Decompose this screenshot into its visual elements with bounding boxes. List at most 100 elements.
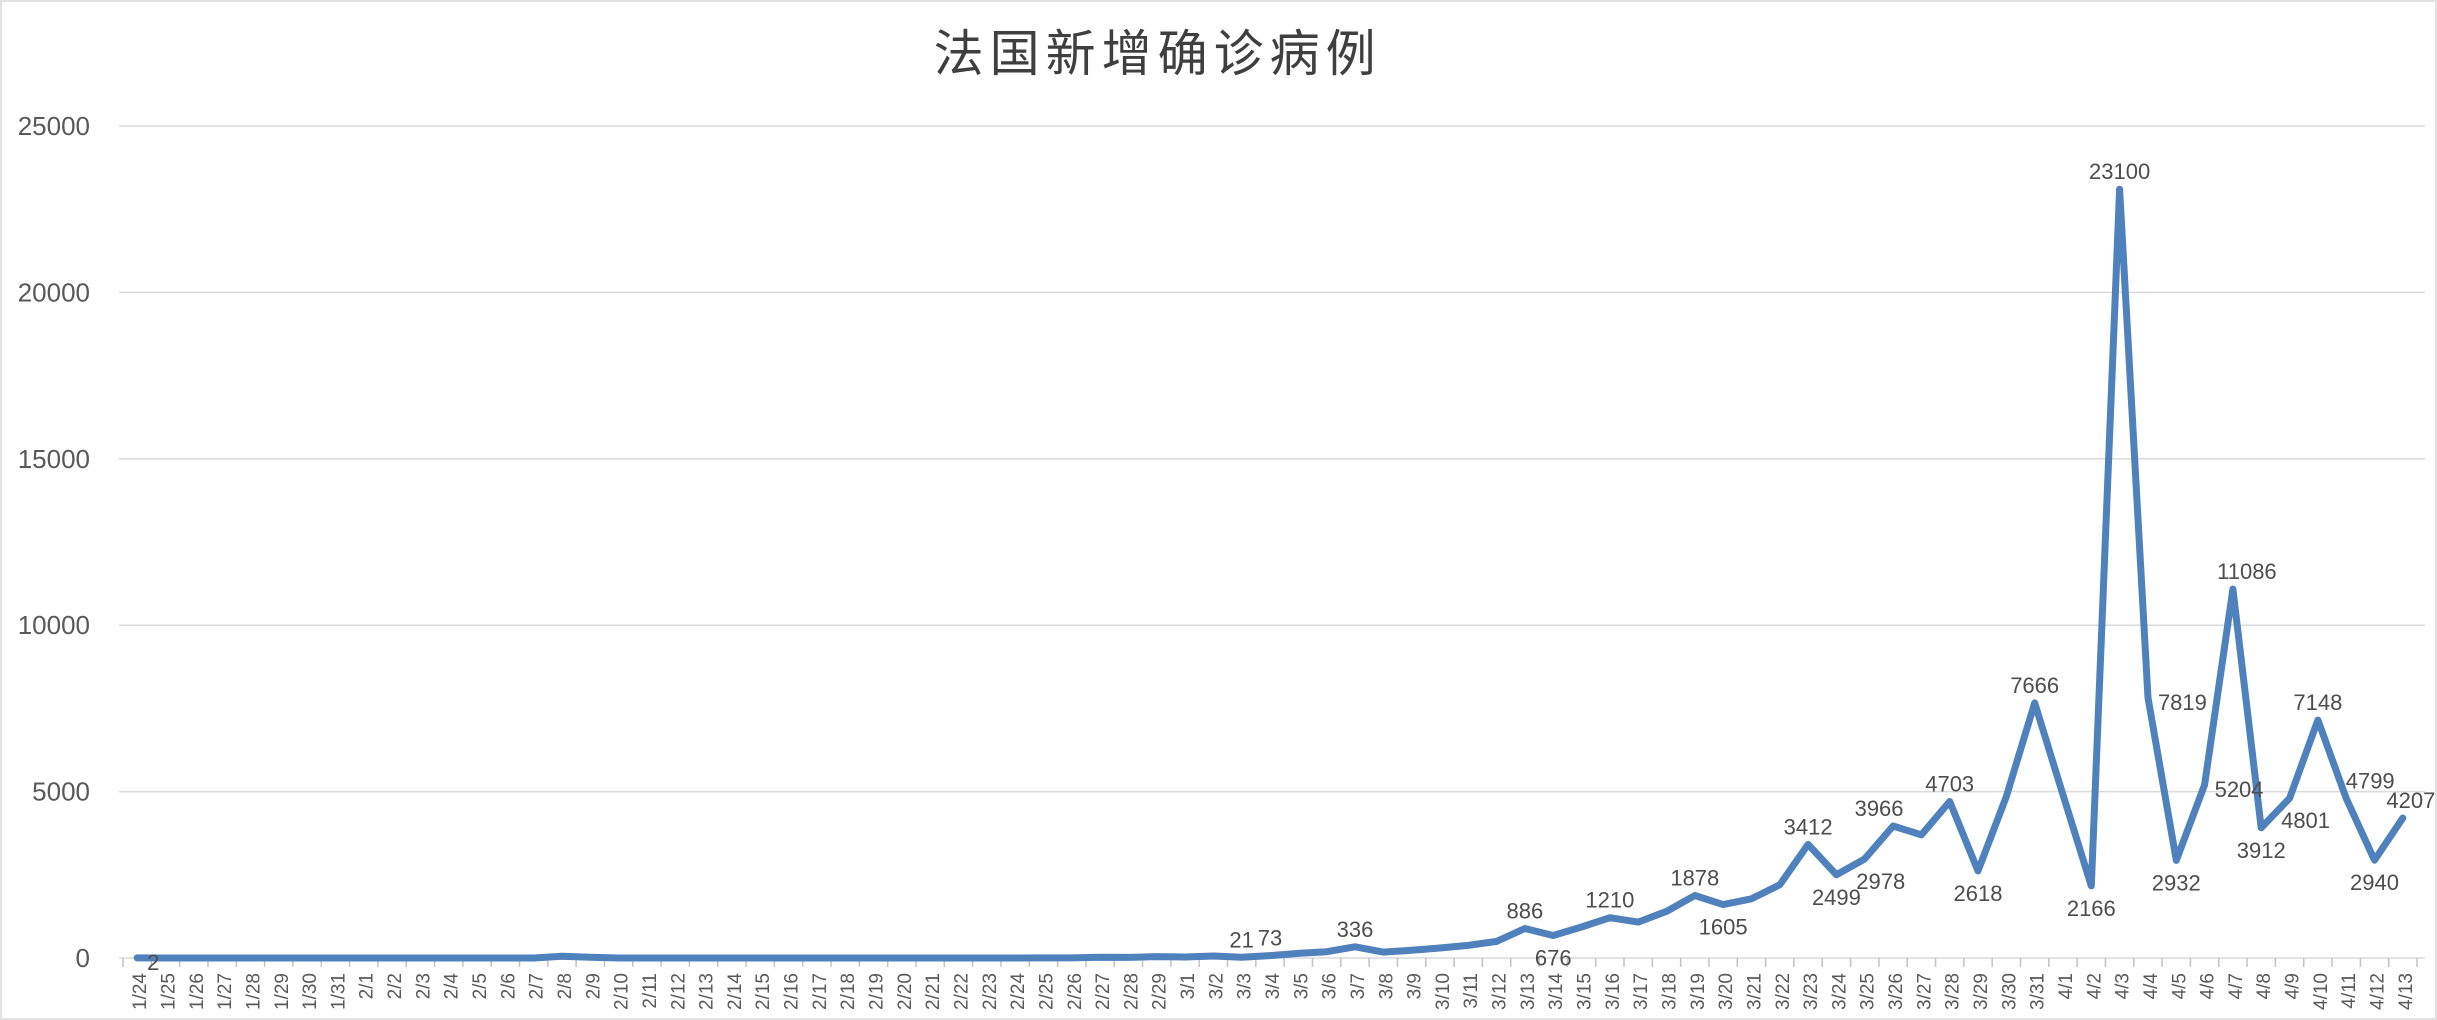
x-axis-label: 2/10 bbox=[612, 973, 633, 1010]
data-label: 2940 bbox=[2350, 870, 2399, 895]
x-axis-label: 4/9 bbox=[2283, 973, 2304, 999]
x-axis-label: 2/22 bbox=[951, 973, 972, 1010]
data-label: 4801 bbox=[2281, 808, 2330, 833]
x-axis-label: 4/3 bbox=[2113, 973, 2134, 999]
x-axis-label: 4/6 bbox=[2198, 973, 2219, 999]
x-axis-label: 3/12 bbox=[1490, 973, 1511, 1010]
x-axis-label: 2/18 bbox=[838, 973, 859, 1010]
x-axis-label: 2/2 bbox=[385, 973, 406, 999]
data-label: 1878 bbox=[1670, 866, 1719, 891]
x-axis-label: 3/3 bbox=[1235, 973, 1256, 999]
x-axis-label: 2/5 bbox=[470, 973, 491, 999]
x-axis-label: 3/20 bbox=[1716, 973, 1737, 1010]
x-axis-label: 3/13 bbox=[1518, 973, 1539, 1010]
x-axis-label: 3/16 bbox=[1603, 973, 1624, 1010]
data-label: 2166 bbox=[2067, 896, 2116, 921]
x-axis-label: 3/21 bbox=[1744, 973, 1765, 1010]
x-axis-label: 2/27 bbox=[1093, 973, 1114, 1010]
data-label: 2932 bbox=[2152, 870, 2201, 895]
data-label: 3412 bbox=[1784, 814, 1833, 839]
data-label: 2618 bbox=[1954, 881, 2003, 906]
x-axis-label: 3/17 bbox=[1631, 973, 1652, 1010]
x-axis-label: 2/7 bbox=[527, 973, 548, 999]
x-axis-label: 3/27 bbox=[1914, 973, 1935, 1010]
x-axis-label: 2/21 bbox=[923, 973, 944, 1010]
x-axis-label: 2/19 bbox=[867, 973, 888, 1010]
x-axis-label: 2/3 bbox=[413, 973, 434, 999]
x-axis-label: 1/31 bbox=[328, 973, 349, 1010]
data-label: 73 bbox=[1258, 926, 1282, 951]
x-axis-label: 4/7 bbox=[2226, 973, 2247, 999]
data-label: 7148 bbox=[2293, 690, 2342, 715]
data-label: 5204 bbox=[2215, 777, 2264, 802]
x-axis-label: 3/11 bbox=[1461, 973, 1482, 1009]
x-axis-label: 1/27 bbox=[215, 973, 236, 1010]
data-series-line bbox=[133, 185, 2407, 962]
x-axis-label: 3/10 bbox=[1433, 973, 1454, 1010]
y-axis-label: 10000 bbox=[18, 610, 90, 640]
y-axis-label: 20000 bbox=[18, 277, 90, 307]
x-axis-label: 2/8 bbox=[555, 973, 576, 999]
y-axis-label: 15000 bbox=[18, 444, 90, 474]
x-axis-label: 3/6 bbox=[1320, 973, 1341, 999]
data-label: 23100 bbox=[2089, 159, 2150, 184]
x-axis-label: 3/7 bbox=[1348, 973, 1369, 999]
x-axis-label: 2/28 bbox=[1121, 973, 1142, 1010]
x-axis-label: 1/24 bbox=[130, 973, 151, 1010]
x-axis-label: 4/1 bbox=[2056, 973, 2077, 999]
x-axis-label: 1/26 bbox=[187, 973, 208, 1010]
x-axis-label: 4/8 bbox=[2254, 973, 2275, 999]
x-axis-label: 2/11 bbox=[640, 973, 661, 1009]
x-axis-label: 3/23 bbox=[1801, 973, 1822, 1010]
x-axis-label: 3/8 bbox=[1376, 973, 1397, 999]
data-label: 886 bbox=[1507, 899, 1544, 924]
y-axis-label: 0 bbox=[76, 943, 90, 973]
data-label: 7666 bbox=[2010, 673, 2059, 698]
x-axis-label: 2/14 bbox=[725, 973, 746, 1010]
x-axis-label: 4/4 bbox=[2141, 973, 2162, 1000]
x-axis-label: 4/13 bbox=[2396, 973, 2417, 1010]
data-label: 2 bbox=[147, 950, 159, 975]
x-axis-label: 1/30 bbox=[300, 973, 321, 1010]
data-label: 7819 bbox=[2158, 690, 2207, 715]
x-axis-label: 2/12 bbox=[668, 973, 689, 1010]
x-axis-label: 1/29 bbox=[272, 973, 293, 1010]
data-label: 1605 bbox=[1699, 915, 1748, 940]
x-axis-label: 2/17 bbox=[810, 973, 831, 1010]
x-axis-label: 2/15 bbox=[753, 973, 774, 1010]
x-axis-label: 1/25 bbox=[158, 973, 179, 1010]
x-axis-label: 3/29 bbox=[1971, 973, 1992, 1010]
x-axis-label: 3/24 bbox=[1829, 973, 1850, 1010]
x-axis-label: 2/13 bbox=[697, 973, 718, 1010]
x-axis-label: 2/26 bbox=[1065, 973, 1086, 1010]
x-axis-label: 4/12 bbox=[2368, 973, 2389, 1010]
x-axis-label: 2/25 bbox=[1036, 973, 1057, 1010]
data-label: 4799 bbox=[2346, 768, 2395, 793]
x-axis-label: 2/24 bbox=[1008, 973, 1029, 1010]
x-axis-label: 3/9 bbox=[1405, 973, 1426, 999]
data-label: 4207 bbox=[2386, 788, 2435, 813]
data-label: 21 bbox=[1229, 927, 1253, 952]
x-axis-label: 3/15 bbox=[1575, 973, 1596, 1010]
x-axis-label: 4/10 bbox=[2311, 973, 2332, 1010]
x-axis-label: 4/11 bbox=[2339, 973, 2360, 1009]
x-axis-label: 4/2 bbox=[2084, 973, 2105, 999]
x-axis-label: 4/5 bbox=[2169, 973, 2190, 999]
x-axis-label: 3/26 bbox=[1886, 973, 1907, 1010]
data-label: 3912 bbox=[2237, 838, 2286, 863]
x-axis-label: 3/14 bbox=[1546, 973, 1567, 1010]
x-axis-label: 3/4 bbox=[1263, 973, 1284, 1000]
x-axis-label: 3/31 bbox=[2028, 973, 2049, 1010]
x-axis-label: 3/5 bbox=[1291, 973, 1312, 999]
x-axis-label: 2/29 bbox=[1150, 973, 1171, 1010]
y-axis-label: 5000 bbox=[32, 777, 90, 807]
x-axis-label: 2/9 bbox=[583, 973, 604, 999]
data-label: 4703 bbox=[1925, 771, 1974, 796]
x-axis-label: 3/30 bbox=[1999, 973, 2020, 1010]
x-axis-label: 2/4 bbox=[442, 973, 463, 1000]
x-axis-label: 3/25 bbox=[1858, 973, 1879, 1010]
x-axis-label: 3/22 bbox=[1773, 973, 1794, 1010]
data-label: 2499 bbox=[1812, 885, 1861, 910]
data-label: 2978 bbox=[1856, 869, 1905, 894]
